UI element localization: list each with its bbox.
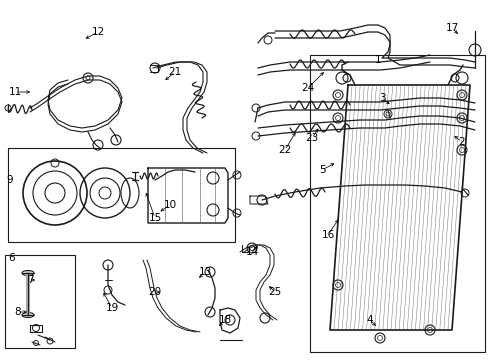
Text: 24: 24 <box>301 83 314 93</box>
Text: 3: 3 <box>378 93 385 103</box>
Text: 16: 16 <box>321 230 334 240</box>
Bar <box>5 255 75 348</box>
Text: 22: 22 <box>278 145 291 155</box>
Text: 7: 7 <box>27 275 33 285</box>
Text: 14: 14 <box>245 247 258 257</box>
Text: 2: 2 <box>458 137 465 147</box>
Text: 15: 15 <box>148 213 162 223</box>
Text: 23: 23 <box>305 133 318 143</box>
Text: 8: 8 <box>15 307 21 317</box>
Text: 11: 11 <box>8 87 21 97</box>
Ellipse shape <box>22 270 34 275</box>
Text: 17: 17 <box>445 23 458 33</box>
Text: 9: 9 <box>7 175 13 185</box>
Text: 4: 4 <box>366 315 372 325</box>
Text: 19: 19 <box>105 303 119 313</box>
Text: 6: 6 <box>9 253 15 263</box>
Text: 13: 13 <box>198 267 211 277</box>
Bar <box>309 55 484 352</box>
Text: 25: 25 <box>268 287 281 297</box>
Text: 20: 20 <box>148 287 161 297</box>
Text: 1: 1 <box>374 55 381 65</box>
Ellipse shape <box>22 312 34 318</box>
Text: 12: 12 <box>91 27 104 37</box>
Text: 18: 18 <box>218 315 231 325</box>
Text: 5: 5 <box>318 165 325 175</box>
Text: 10: 10 <box>163 200 176 210</box>
Text: 21: 21 <box>168 67 181 77</box>
Bar <box>8 148 235 242</box>
